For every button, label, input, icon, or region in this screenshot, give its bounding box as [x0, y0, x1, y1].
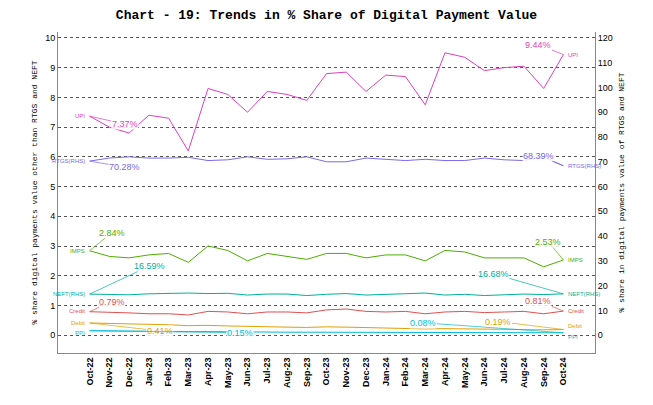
svg-text:6: 6 — [50, 152, 55, 162]
svg-text:Jul-24: Jul-24 — [499, 358, 509, 384]
svg-text:Aug-24: Aug-24 — [519, 358, 529, 389]
svg-text:Jan-24: Jan-24 — [381, 358, 391, 387]
svg-text:% share in digital payments va: % share in digital payments value of RTG… — [617, 72, 626, 312]
svg-text:0: 0 — [598, 330, 603, 340]
svg-text:IMPS: IMPS — [568, 257, 583, 263]
svg-text:16.68%: 16.68% — [478, 269, 509, 279]
svg-text:50: 50 — [598, 206, 608, 216]
svg-text:7.37%: 7.37% — [112, 119, 138, 129]
svg-text:Chart - 19: Trends in % Share: Chart - 19: Trends in % Share of Digital… — [116, 8, 537, 23]
svg-text:0.19%: 0.19% — [485, 317, 511, 327]
svg-text:PPI: PPI — [568, 334, 578, 340]
svg-text:Oct-23: Oct-23 — [321, 358, 331, 386]
svg-text:RTGS(RHS): RTGS(RHS) — [568, 163, 601, 169]
svg-text:May-24: May-24 — [460, 358, 470, 389]
svg-text:Nov-23: Nov-23 — [341, 358, 351, 388]
svg-text:8: 8 — [50, 93, 55, 103]
svg-text:Sep-23: Sep-23 — [302, 358, 312, 388]
svg-text:70: 70 — [598, 157, 608, 167]
svg-text:120: 120 — [598, 33, 613, 43]
svg-text:PPI: PPI — [75, 330, 85, 336]
svg-text:NEFT(RHS): NEFT(RHS) — [53, 291, 85, 297]
svg-text:2.53%: 2.53% — [535, 237, 561, 247]
svg-text:4: 4 — [50, 211, 55, 221]
svg-text:16.59%: 16.59% — [134, 261, 165, 271]
svg-text:0.41%: 0.41% — [147, 326, 173, 336]
svg-text:Oct-22: Oct-22 — [85, 358, 95, 386]
svg-text:40: 40 — [598, 231, 608, 241]
svg-text:9.44%: 9.44% — [525, 40, 551, 50]
svg-text:UPI: UPI — [75, 113, 85, 119]
svg-text:0: 0 — [50, 330, 55, 340]
svg-text:0.81%: 0.81% — [525, 296, 551, 306]
svg-text:10: 10 — [598, 306, 608, 316]
svg-text:Jan-23: Jan-23 — [144, 358, 154, 387]
svg-text:NEFT(RHS): NEFT(RHS) — [568, 291, 600, 297]
svg-text:Oct-24: Oct-24 — [558, 358, 568, 386]
svg-text:Nov-22: Nov-22 — [104, 358, 114, 388]
svg-text:68.39%: 68.39% — [523, 151, 554, 161]
svg-text:70.28%: 70.28% — [109, 162, 140, 172]
svg-text:5: 5 — [50, 182, 55, 192]
svg-text:Dec-22: Dec-22 — [124, 358, 134, 388]
svg-text:Jun-24: Jun-24 — [479, 358, 489, 387]
svg-text:Mar-24: Mar-24 — [420, 358, 430, 387]
svg-text:100: 100 — [598, 83, 613, 93]
svg-text:60: 60 — [598, 182, 608, 192]
svg-text:Mar-23: Mar-23 — [183, 358, 193, 387]
svg-text:% share digital payments value: % share digital payments value other tha… — [30, 60, 39, 324]
svg-text:90: 90 — [598, 107, 608, 117]
svg-text:1: 1 — [50, 301, 55, 311]
svg-text:9: 9 — [50, 63, 55, 73]
svg-text:May-23: May-23 — [223, 358, 233, 389]
svg-text:Jun-23: Jun-23 — [242, 358, 252, 387]
svg-text:Aug-23: Aug-23 — [282, 358, 292, 389]
svg-text:Dec-23: Dec-23 — [361, 358, 371, 388]
svg-text:Apr-24: Apr-24 — [440, 358, 450, 387]
svg-text:Credit: Credit — [69, 308, 85, 314]
svg-text:IMPS: IMPS — [70, 248, 85, 254]
svg-text:3: 3 — [50, 241, 55, 251]
svg-text:Credit: Credit — [568, 308, 584, 314]
svg-text:Feb-24: Feb-24 — [400, 358, 410, 387]
svg-text:Sep-24: Sep-24 — [539, 358, 549, 388]
svg-text:20: 20 — [598, 281, 608, 291]
svg-text:7: 7 — [50, 122, 55, 132]
svg-text:0.15%: 0.15% — [227, 328, 253, 338]
svg-text:2.84%: 2.84% — [99, 228, 125, 238]
svg-text:0.08%: 0.08% — [410, 318, 436, 328]
svg-text:80: 80 — [598, 132, 608, 142]
svg-text:0.79%: 0.79% — [99, 297, 125, 307]
svg-text:Debit: Debit — [71, 320, 85, 326]
svg-text:Feb-23: Feb-23 — [163, 358, 173, 387]
svg-text:Apr-23: Apr-23 — [203, 358, 213, 387]
svg-text:Jul-23: Jul-23 — [262, 358, 272, 384]
svg-text:Debit: Debit — [568, 323, 582, 329]
svg-text:110: 110 — [598, 58, 612, 68]
svg-text:10: 10 — [45, 33, 55, 43]
svg-text:30: 30 — [598, 256, 608, 266]
svg-text:UPI: UPI — [568, 52, 578, 58]
svg-text:RTGS(RHS): RTGS(RHS) — [52, 158, 85, 164]
svg-text:2: 2 — [50, 271, 55, 281]
